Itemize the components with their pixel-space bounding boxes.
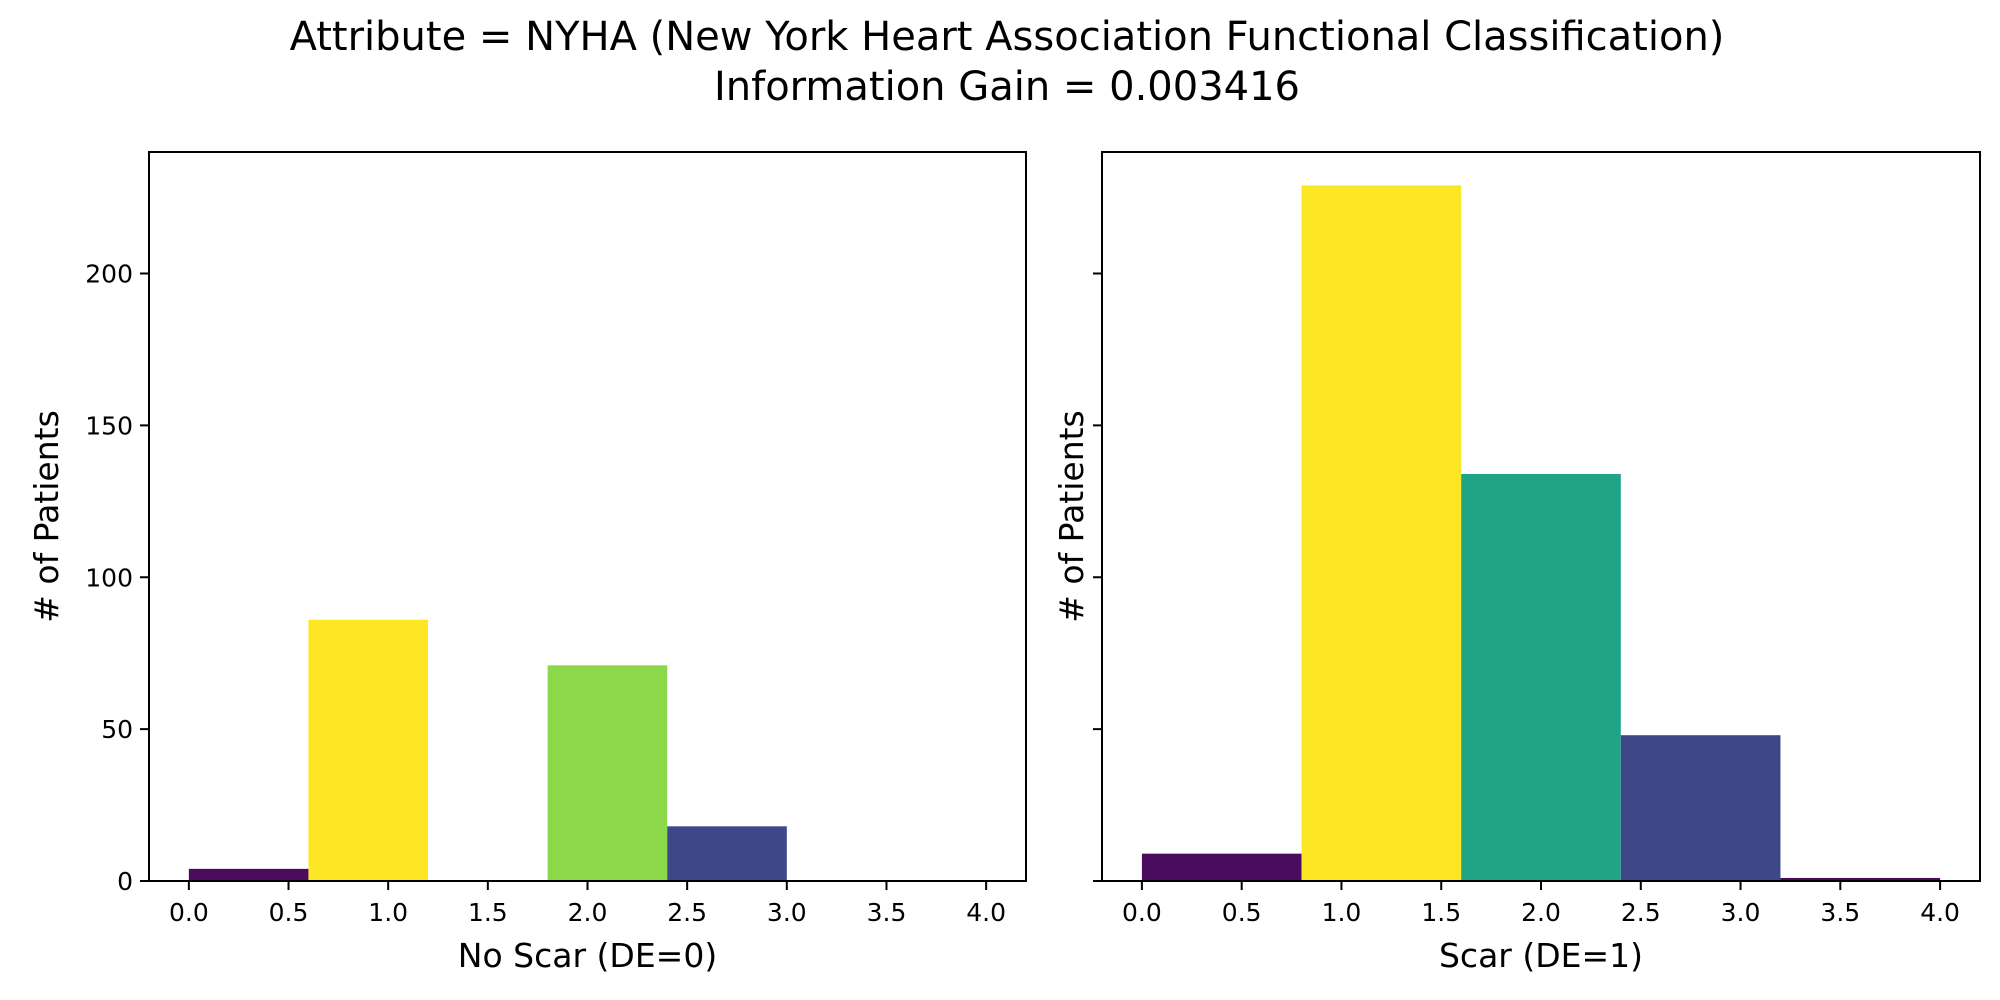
bar-0 [188,868,309,881]
figure-title-line2: Information Gain = 0.003416 [714,64,1300,110]
x-tick-label: 1.5 [468,898,508,927]
bar-1 [308,619,429,881]
x-tick-label: 4.0 [1920,898,1960,927]
bar-2 [1461,473,1621,881]
bar-4 [1780,877,1941,881]
x-tick-label: 1.0 [1322,898,1362,927]
x-tick-label: 2.0 [1521,898,1561,927]
x-tick-label: 1.0 [368,898,408,927]
x-tick-label: 2.0 [568,898,608,927]
bar-0 [1141,853,1302,881]
y-tick-label: 200 [85,260,133,289]
figure-title-line1: Attribute = NYHA (New York Heart Associa… [290,14,1725,60]
x-axis-label: No Scar (DE=0) [458,936,717,975]
bar-1 [1301,185,1462,882]
bar-4 [667,826,787,881]
subplot-no-scar: 0.0 0.5 1.0 1.5 2.0 2.5 3.0 3.5 4.0 0 50 100 150 200 N… [27,151,1027,975]
y-tick-label: 50 [101,715,133,744]
x-tick-label: 3.0 [767,898,807,927]
subplot-scar: 0.0 0.5 1.0 1.5 2.0 2.5 3.0 3.5 4.0 Scar (DE=1) # … [1052,151,1981,975]
x-tick-label: 4.0 [966,898,1006,927]
x-tick-label: 0.0 [169,898,209,927]
x-tick-label: 0.5 [1222,898,1262,927]
x-tick-label: 2.5 [667,898,707,927]
y-tick-label: 100 [85,563,133,592]
x-tick-label: 3.5 [1820,898,1860,927]
x-axis-label: Scar (DE=1) [1439,936,1643,975]
x-tick-label: 2.5 [1621,898,1661,927]
x-tick-label: 3.5 [867,898,907,927]
bar-3 [1620,735,1781,881]
x-tick-label: 3.0 [1721,898,1761,927]
y-axis-label: # of Patients [1052,410,1091,623]
x-tick-label: 1.5 [1421,898,1461,927]
y-tick-label: 0 [117,867,133,896]
bar-3 [547,665,668,881]
x-tick-label: 0.0 [1122,898,1162,927]
y-axis-label: # of Patients [27,410,66,623]
y-tick-label: 150 [85,411,133,440]
x-tick-label: 0.5 [269,898,309,927]
